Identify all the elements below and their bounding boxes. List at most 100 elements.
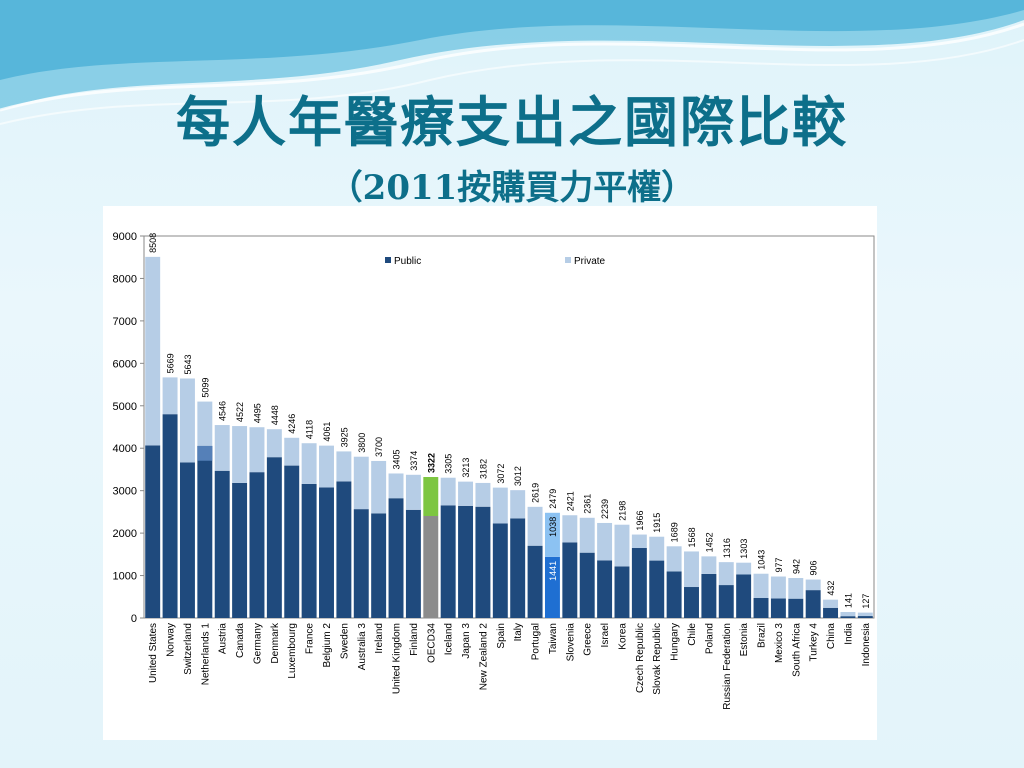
total-label: 141 <box>843 593 853 608</box>
total-label: 1689 <box>670 522 680 542</box>
bar-public <box>353 509 369 618</box>
y-tick-label: 0 <box>131 613 137 625</box>
bar-public <box>162 414 178 618</box>
category-label: Poland <box>704 623 715 654</box>
total-label: 4546 <box>218 401 228 421</box>
total-label: 4495 <box>252 403 262 423</box>
bar-public <box>770 598 786 618</box>
total-label: 1966 <box>635 511 645 531</box>
total-label: 432 <box>826 581 836 596</box>
total-label: 942 <box>791 559 801 574</box>
bar-private <box>823 599 839 608</box>
total-label: 3182 <box>478 459 488 479</box>
bar-public <box>562 542 578 618</box>
category-label: Taiwan <box>548 623 559 654</box>
total-label: 906 <box>809 561 819 576</box>
bar-private <box>353 456 369 510</box>
bar-public <box>684 587 699 618</box>
total-label: 2198 <box>617 501 627 521</box>
category-label: Spain <box>496 623 507 649</box>
y-tick-label: 5000 <box>113 401 137 413</box>
total-label: 4522 <box>235 402 245 422</box>
bar-public <box>388 498 404 618</box>
bar-private <box>770 576 786 599</box>
bar-private <box>736 562 752 575</box>
bar-public <box>649 560 665 618</box>
total-label: 1303 <box>739 539 749 559</box>
y-tick-label: 9000 <box>113 231 137 243</box>
category-label: OECD34 <box>426 623 437 663</box>
bar-public <box>423 516 439 618</box>
total-label: 3925 <box>339 427 349 447</box>
category-label: China <box>826 623 837 650</box>
bar-private <box>214 425 230 471</box>
category-label: Slovenia <box>565 623 576 662</box>
total-label: 4448 <box>270 405 280 425</box>
total-label: 3374 <box>409 451 419 471</box>
total-label: 4061 <box>322 422 332 442</box>
bar-private <box>371 460 387 514</box>
total-label: 1568 <box>687 527 697 547</box>
bar-public <box>857 616 873 618</box>
bar-private <box>284 437 300 466</box>
bar-public <box>597 560 613 618</box>
bar-public <box>666 571 682 618</box>
bar-private <box>301 443 317 484</box>
category-label: Belgium 2 <box>322 623 333 668</box>
total-label: 5669 <box>166 353 176 373</box>
bar-private <box>666 546 682 572</box>
bar-private <box>319 445 334 488</box>
total-label: 1452 <box>704 532 714 552</box>
bar-public <box>214 470 230 618</box>
total-label: 3072 <box>496 464 506 484</box>
bar-private <box>840 612 856 617</box>
bar-private <box>510 490 526 519</box>
category-label: Turkey 4 <box>809 623 820 662</box>
category-label: Germany <box>252 623 263 664</box>
total-label: 2361 <box>583 494 593 514</box>
total-label: 3700 <box>374 437 384 457</box>
legend-label-public: Public <box>394 256 421 267</box>
bar-public <box>736 574 752 618</box>
category-label: Japan 3 <box>461 623 472 659</box>
category-label: Luxembourg <box>287 623 298 679</box>
bar-public <box>319 487 334 618</box>
category-label: United States <box>148 623 159 683</box>
bar-private <box>388 473 404 499</box>
bar-private <box>805 579 821 591</box>
slide-title: 每人年醫療支出之國際比較 <box>176 90 848 154</box>
bar-private <box>179 378 195 463</box>
bar-private <box>458 481 474 506</box>
category-label: Italy <box>513 623 524 641</box>
total-label: 5643 <box>183 354 193 374</box>
total-label: 4118 <box>305 420 315 439</box>
category-label: Mexico 3 <box>774 623 785 663</box>
bar-public <box>336 481 352 618</box>
y-tick-label: 1000 <box>113 571 137 583</box>
bar-private <box>232 426 248 483</box>
bar-public <box>718 585 734 618</box>
bar-private <box>492 487 508 524</box>
bar-public <box>197 445 213 618</box>
slide-subtitle: （2011按購買力平權） <box>328 168 696 208</box>
category-label: Greece <box>583 623 594 656</box>
category-label: Israel <box>600 623 611 647</box>
category-label: Canada <box>235 623 246 658</box>
bar-private <box>266 429 282 458</box>
bar-private <box>475 482 491 507</box>
total-label: 1043 <box>757 550 767 570</box>
category-label: Ireland <box>374 623 385 654</box>
bar-public <box>266 457 282 618</box>
bar-private <box>544 512 560 557</box>
bar-private <box>597 522 613 561</box>
plot-frame <box>143 235 875 619</box>
total-label: 3012 <box>513 466 523 486</box>
category-label: Switzerland <box>183 623 194 675</box>
bar-private <box>249 427 265 473</box>
category-label: United Kingdom <box>392 623 403 694</box>
bar-public <box>371 513 387 618</box>
y-tick-label: 7000 <box>113 316 137 328</box>
bar-private <box>579 517 595 553</box>
category-label: Russian Federation <box>722 623 733 710</box>
